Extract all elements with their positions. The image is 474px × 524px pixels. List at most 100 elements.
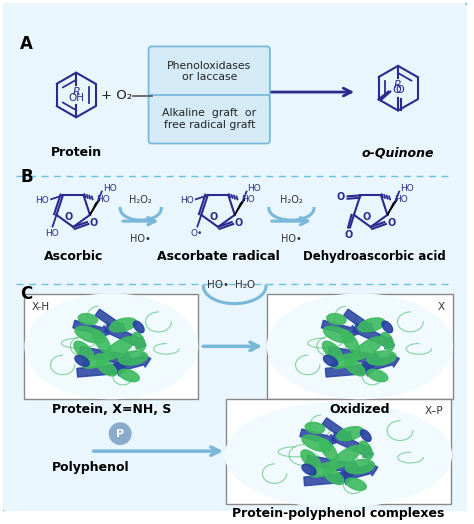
FancyBboxPatch shape	[24, 294, 199, 399]
Text: Ascorbic: Ascorbic	[44, 250, 103, 263]
Ellipse shape	[319, 439, 338, 462]
Ellipse shape	[327, 314, 346, 325]
Text: R: R	[394, 80, 402, 91]
FancyBboxPatch shape	[148, 47, 270, 97]
Text: Alkaline  graft  or
free radical graft: Alkaline graft or free radical graft	[162, 108, 256, 130]
Text: OH: OH	[68, 93, 84, 103]
Ellipse shape	[359, 441, 372, 459]
Text: HO: HO	[241, 195, 255, 204]
Text: O: O	[396, 85, 404, 95]
Ellipse shape	[25, 294, 198, 399]
Text: O•: O•	[190, 230, 202, 238]
Ellipse shape	[96, 359, 117, 376]
FancyArrow shape	[304, 471, 353, 486]
FancyBboxPatch shape	[1, 1, 468, 513]
Ellipse shape	[118, 369, 139, 381]
Ellipse shape	[267, 294, 452, 399]
Ellipse shape	[367, 369, 388, 381]
Text: HO•: HO•	[281, 234, 302, 244]
Polygon shape	[235, 199, 245, 215]
Text: O: O	[387, 218, 396, 228]
Ellipse shape	[225, 403, 451, 507]
Text: C: C	[20, 285, 33, 303]
Ellipse shape	[302, 435, 332, 452]
Ellipse shape	[92, 330, 111, 353]
FancyArrow shape	[337, 463, 378, 482]
FancyArrow shape	[328, 346, 382, 367]
Text: O: O	[90, 218, 98, 228]
FancyArrow shape	[353, 323, 394, 349]
FancyArrow shape	[322, 418, 352, 441]
Circle shape	[109, 423, 131, 444]
Text: X–P: X–P	[424, 407, 443, 417]
FancyArrow shape	[300, 429, 337, 446]
Text: HO: HO	[394, 195, 408, 204]
Ellipse shape	[110, 318, 137, 332]
Text: HO: HO	[247, 184, 261, 193]
FancyBboxPatch shape	[267, 294, 453, 399]
Ellipse shape	[323, 355, 337, 366]
FancyArrow shape	[306, 455, 360, 476]
Text: HO•: HO•	[130, 234, 151, 244]
Ellipse shape	[310, 462, 337, 477]
FancyArrow shape	[321, 320, 358, 337]
Text: Protein: Protein	[51, 146, 102, 159]
Ellipse shape	[382, 321, 392, 333]
Ellipse shape	[360, 430, 371, 441]
Text: H₂O: H₂O	[236, 280, 255, 290]
Text: Oxidized: Oxidized	[329, 402, 390, 416]
Ellipse shape	[104, 337, 134, 359]
Text: HO: HO	[400, 184, 414, 193]
Text: O: O	[210, 212, 218, 222]
Ellipse shape	[337, 427, 364, 441]
Polygon shape	[387, 199, 397, 215]
Text: HO: HO	[45, 230, 58, 238]
FancyBboxPatch shape	[226, 399, 451, 504]
FancyArrow shape	[110, 354, 151, 373]
Text: H₂O₂: H₂O₂	[129, 194, 152, 205]
Ellipse shape	[118, 351, 147, 365]
FancyArrow shape	[79, 346, 133, 367]
Ellipse shape	[78, 314, 98, 325]
Ellipse shape	[323, 468, 344, 485]
Text: H₂O₂: H₂O₂	[280, 194, 303, 205]
Ellipse shape	[83, 354, 110, 368]
FancyArrow shape	[77, 362, 126, 377]
Ellipse shape	[74, 341, 94, 361]
Ellipse shape	[322, 341, 343, 361]
Text: Ascorbate radical: Ascorbate radical	[157, 250, 279, 263]
Ellipse shape	[345, 359, 365, 376]
Text: B: B	[20, 168, 33, 187]
Text: O: O	[345, 231, 353, 241]
FancyArrow shape	[344, 309, 374, 332]
Polygon shape	[90, 199, 100, 215]
Text: Protein, X=NH, S: Protein, X=NH, S	[52, 402, 171, 416]
FancyArrow shape	[104, 323, 146, 349]
Ellipse shape	[367, 351, 396, 365]
Ellipse shape	[134, 321, 144, 333]
FancyBboxPatch shape	[148, 95, 270, 144]
Text: O: O	[337, 192, 345, 202]
Text: o-Quinone: o-Quinone	[362, 146, 434, 159]
Text: P: P	[116, 429, 124, 439]
Ellipse shape	[341, 330, 359, 353]
Ellipse shape	[331, 445, 361, 468]
FancyArrow shape	[331, 432, 373, 457]
Text: R: R	[73, 87, 80, 97]
Text: X-H: X-H	[32, 302, 50, 312]
Text: HO: HO	[36, 195, 49, 205]
Ellipse shape	[346, 478, 366, 490]
Text: O: O	[362, 212, 370, 222]
Text: HO•: HO•	[207, 280, 229, 290]
Ellipse shape	[132, 332, 145, 351]
Ellipse shape	[353, 337, 383, 359]
Text: Phenoloxidases
or laccase: Phenoloxidases or laccase	[167, 61, 251, 82]
Text: Polyphenol: Polyphenol	[52, 461, 130, 474]
Text: HO: HO	[180, 195, 194, 205]
Ellipse shape	[301, 450, 321, 470]
Text: O: O	[64, 212, 73, 222]
Ellipse shape	[302, 464, 316, 475]
FancyArrow shape	[73, 320, 110, 337]
Ellipse shape	[75, 355, 89, 366]
Text: A: A	[20, 35, 33, 53]
